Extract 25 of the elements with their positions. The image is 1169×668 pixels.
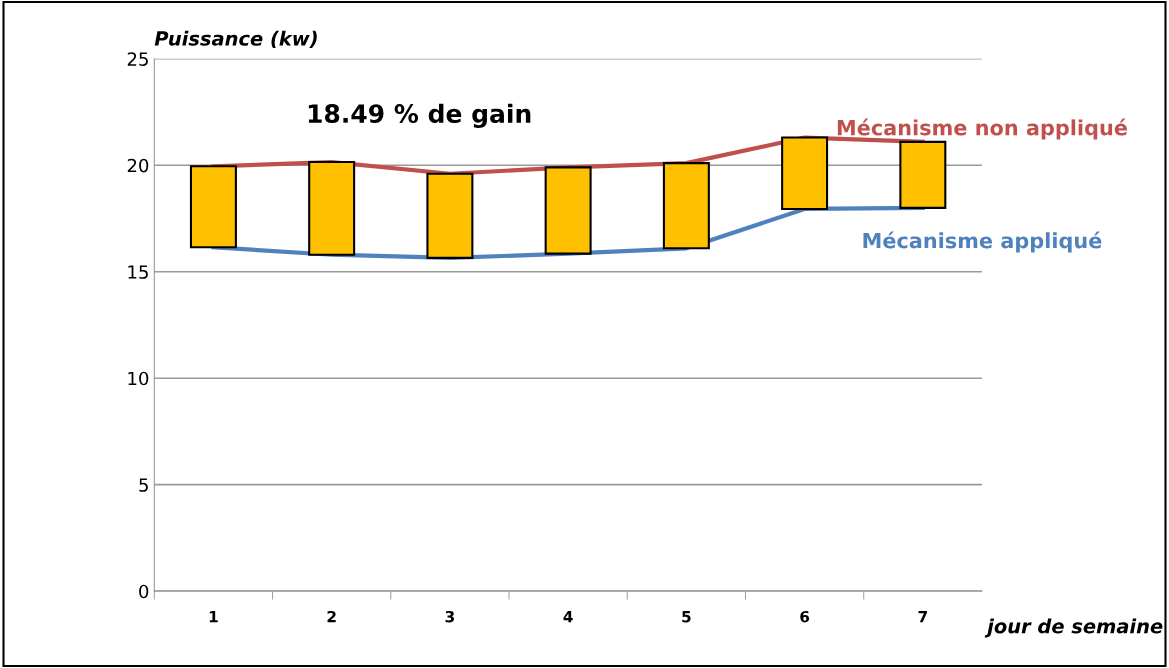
x-tick-label: 4 — [563, 611, 573, 623]
bar — [899, 140, 947, 209]
series-label: Mécanisme appliqué — [863, 231, 1102, 253]
series-label: Mécanisme non appliqué — [837, 118, 1127, 140]
x-axis-title: jour de semaine — [984, 618, 1163, 638]
x-tick-label: 6 — [800, 610, 810, 623]
x-tick-label: 3 — [445, 610, 454, 623]
y-axis-title: Puissance (kw) — [154, 30, 317, 49]
bar — [781, 136, 829, 210]
bar — [189, 165, 237, 249]
y-tick-label: 15 — [128, 265, 148, 279]
bar — [308, 161, 356, 256]
y-tick-label: 0 — [139, 584, 149, 599]
bar — [426, 172, 474, 259]
x-tick-label: 7 — [918, 611, 927, 623]
x-tick-label: 1 — [209, 611, 218, 623]
y-tick-label: 25 — [127, 52, 148, 66]
bar — [662, 162, 710, 250]
y-tick-label: 20 — [127, 158, 149, 173]
x-tick-label: 5 — [682, 611, 691, 623]
bar — [544, 166, 592, 255]
y-tick-label: 10 — [128, 371, 149, 386]
x-tick-label: 2 — [327, 610, 336, 623]
annotation: 18.49 % de gain — [308, 103, 531, 129]
y-tick-label: 5 — [139, 478, 148, 492]
